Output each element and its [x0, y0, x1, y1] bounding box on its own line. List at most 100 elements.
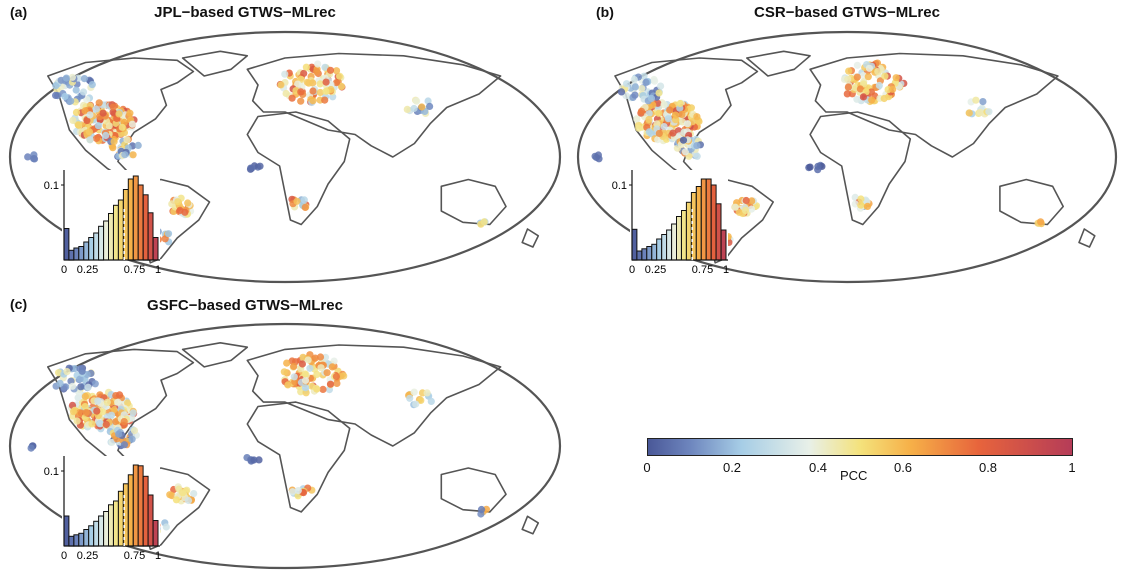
station-point: [99, 109, 107, 117]
histogram-xtick-label: 1: [723, 264, 729, 276]
histogram-bar: [83, 241, 90, 261]
station-point: [864, 73, 872, 81]
histogram-bar: [681, 210, 687, 261]
histogram-bar: [700, 178, 707, 261]
station-point: [814, 162, 822, 170]
station-point: [95, 99, 103, 107]
station-point: [638, 85, 646, 93]
station-point: [309, 97, 317, 105]
histogram-bar: [103, 511, 109, 547]
histogram-xtick-label: 0.25: [77, 550, 98, 562]
station-point: [88, 420, 96, 428]
station-point: [115, 430, 123, 438]
station-point: [115, 110, 123, 118]
map-jpl: 0.1 0 0.25 0.75 1: [8, 30, 562, 284]
histogram-bar: [641, 248, 648, 261]
panel-title: CSR−based GTWS−MLrec: [754, 4, 940, 21]
station-point: [748, 197, 756, 205]
station-point: [735, 208, 743, 216]
station-point: [290, 373, 298, 381]
histogram-bar: [147, 212, 154, 261]
station-point: [302, 63, 310, 71]
station-point: [123, 399, 132, 407]
station-point: [111, 405, 119, 414]
station-point: [179, 489, 187, 497]
station-point: [280, 368, 288, 376]
station-point: [853, 95, 861, 103]
station-point: [640, 72, 648, 80]
histogram-bar: [108, 213, 114, 261]
histogram-bar: [73, 534, 80, 547]
histogram-bar: [137, 184, 144, 261]
station-point: [892, 74, 900, 82]
station-point: [881, 72, 889, 80]
colorbar-tick: 0.6: [893, 460, 913, 475]
station-point: [112, 418, 120, 426]
station-point: [309, 87, 317, 95]
station-point: [134, 141, 142, 149]
station-point: [660, 123, 668, 131]
histogram-bar: [113, 500, 119, 547]
coastline: [246, 52, 502, 158]
histogram-ytick-label: 0.1: [612, 180, 627, 192]
station-point: [316, 88, 324, 97]
histogram-bar: [152, 520, 159, 547]
station-point: [631, 83, 639, 91]
station-point: [288, 94, 296, 102]
coastline: [440, 178, 507, 226]
station-point: [72, 86, 80, 94]
station-point: [330, 357, 338, 365]
station-point: [304, 356, 312, 364]
panel-label: (c): [10, 296, 28, 312]
station-point: [184, 496, 193, 505]
station-point: [29, 155, 38, 163]
station-point: [118, 123, 126, 131]
station-point: [293, 197, 301, 205]
coastline: [246, 401, 351, 513]
station-point: [69, 408, 78, 416]
station-point: [297, 88, 305, 96]
station-point: [859, 93, 867, 101]
station-point: [413, 97, 421, 105]
station-point: [91, 380, 99, 388]
station-point: [81, 107, 89, 115]
station-point: [256, 162, 264, 170]
histogram-bar: [152, 237, 159, 261]
colorbar-tick: 0.4: [808, 460, 828, 475]
histogram-bar: [127, 474, 134, 547]
station-point: [68, 73, 76, 81]
station-point: [116, 391, 124, 399]
station-point: [129, 409, 137, 417]
station-point: [164, 230, 173, 238]
station-point: [851, 193, 859, 201]
station-point: [128, 120, 136, 128]
histogram-bar: [636, 250, 643, 261]
station-point: [92, 105, 100, 113]
pcc-histogram: 0.1 0 0.25 0.75 1: [44, 170, 161, 276]
histogram-bar: [117, 199, 124, 261]
station-point: [84, 383, 92, 391]
panel-label: (a): [10, 4, 28, 20]
station-point: [82, 408, 90, 417]
station-point: [693, 142, 701, 150]
station-point: [865, 64, 873, 72]
station-point: [62, 74, 70, 82]
station-point: [81, 403, 89, 411]
station-point: [56, 379, 64, 387]
histogram-xtick-label: 0.75: [692, 264, 713, 276]
station-point: [86, 111, 94, 119]
histogram-bar: [147, 494, 154, 547]
station-point: [99, 408, 107, 416]
coastline: [440, 467, 507, 513]
colorbar-tick: 1: [1068, 460, 1076, 475]
station-point: [426, 102, 434, 110]
station-point: [78, 367, 86, 375]
station-point: [985, 108, 993, 116]
station-point: [867, 88, 875, 96]
colorbar-tick: 0: [643, 460, 651, 475]
station-point: [255, 456, 263, 464]
station-point: [655, 129, 663, 137]
station-point: [168, 200, 176, 208]
station-point: [844, 83, 852, 91]
station-point: [666, 106, 674, 114]
